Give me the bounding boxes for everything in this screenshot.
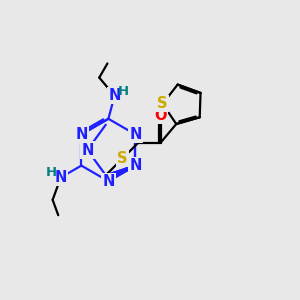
Text: H: H <box>46 166 57 178</box>
Text: O: O <box>154 108 167 123</box>
Text: S: S <box>158 96 168 111</box>
Text: N: N <box>129 127 142 142</box>
Text: N: N <box>75 127 88 142</box>
Text: H: H <box>117 85 128 98</box>
Text: N: N <box>55 170 67 185</box>
Text: N: N <box>129 158 142 173</box>
Text: N: N <box>108 88 121 103</box>
Text: N: N <box>81 142 94 158</box>
Text: S: S <box>117 151 128 166</box>
Text: N: N <box>102 174 115 189</box>
